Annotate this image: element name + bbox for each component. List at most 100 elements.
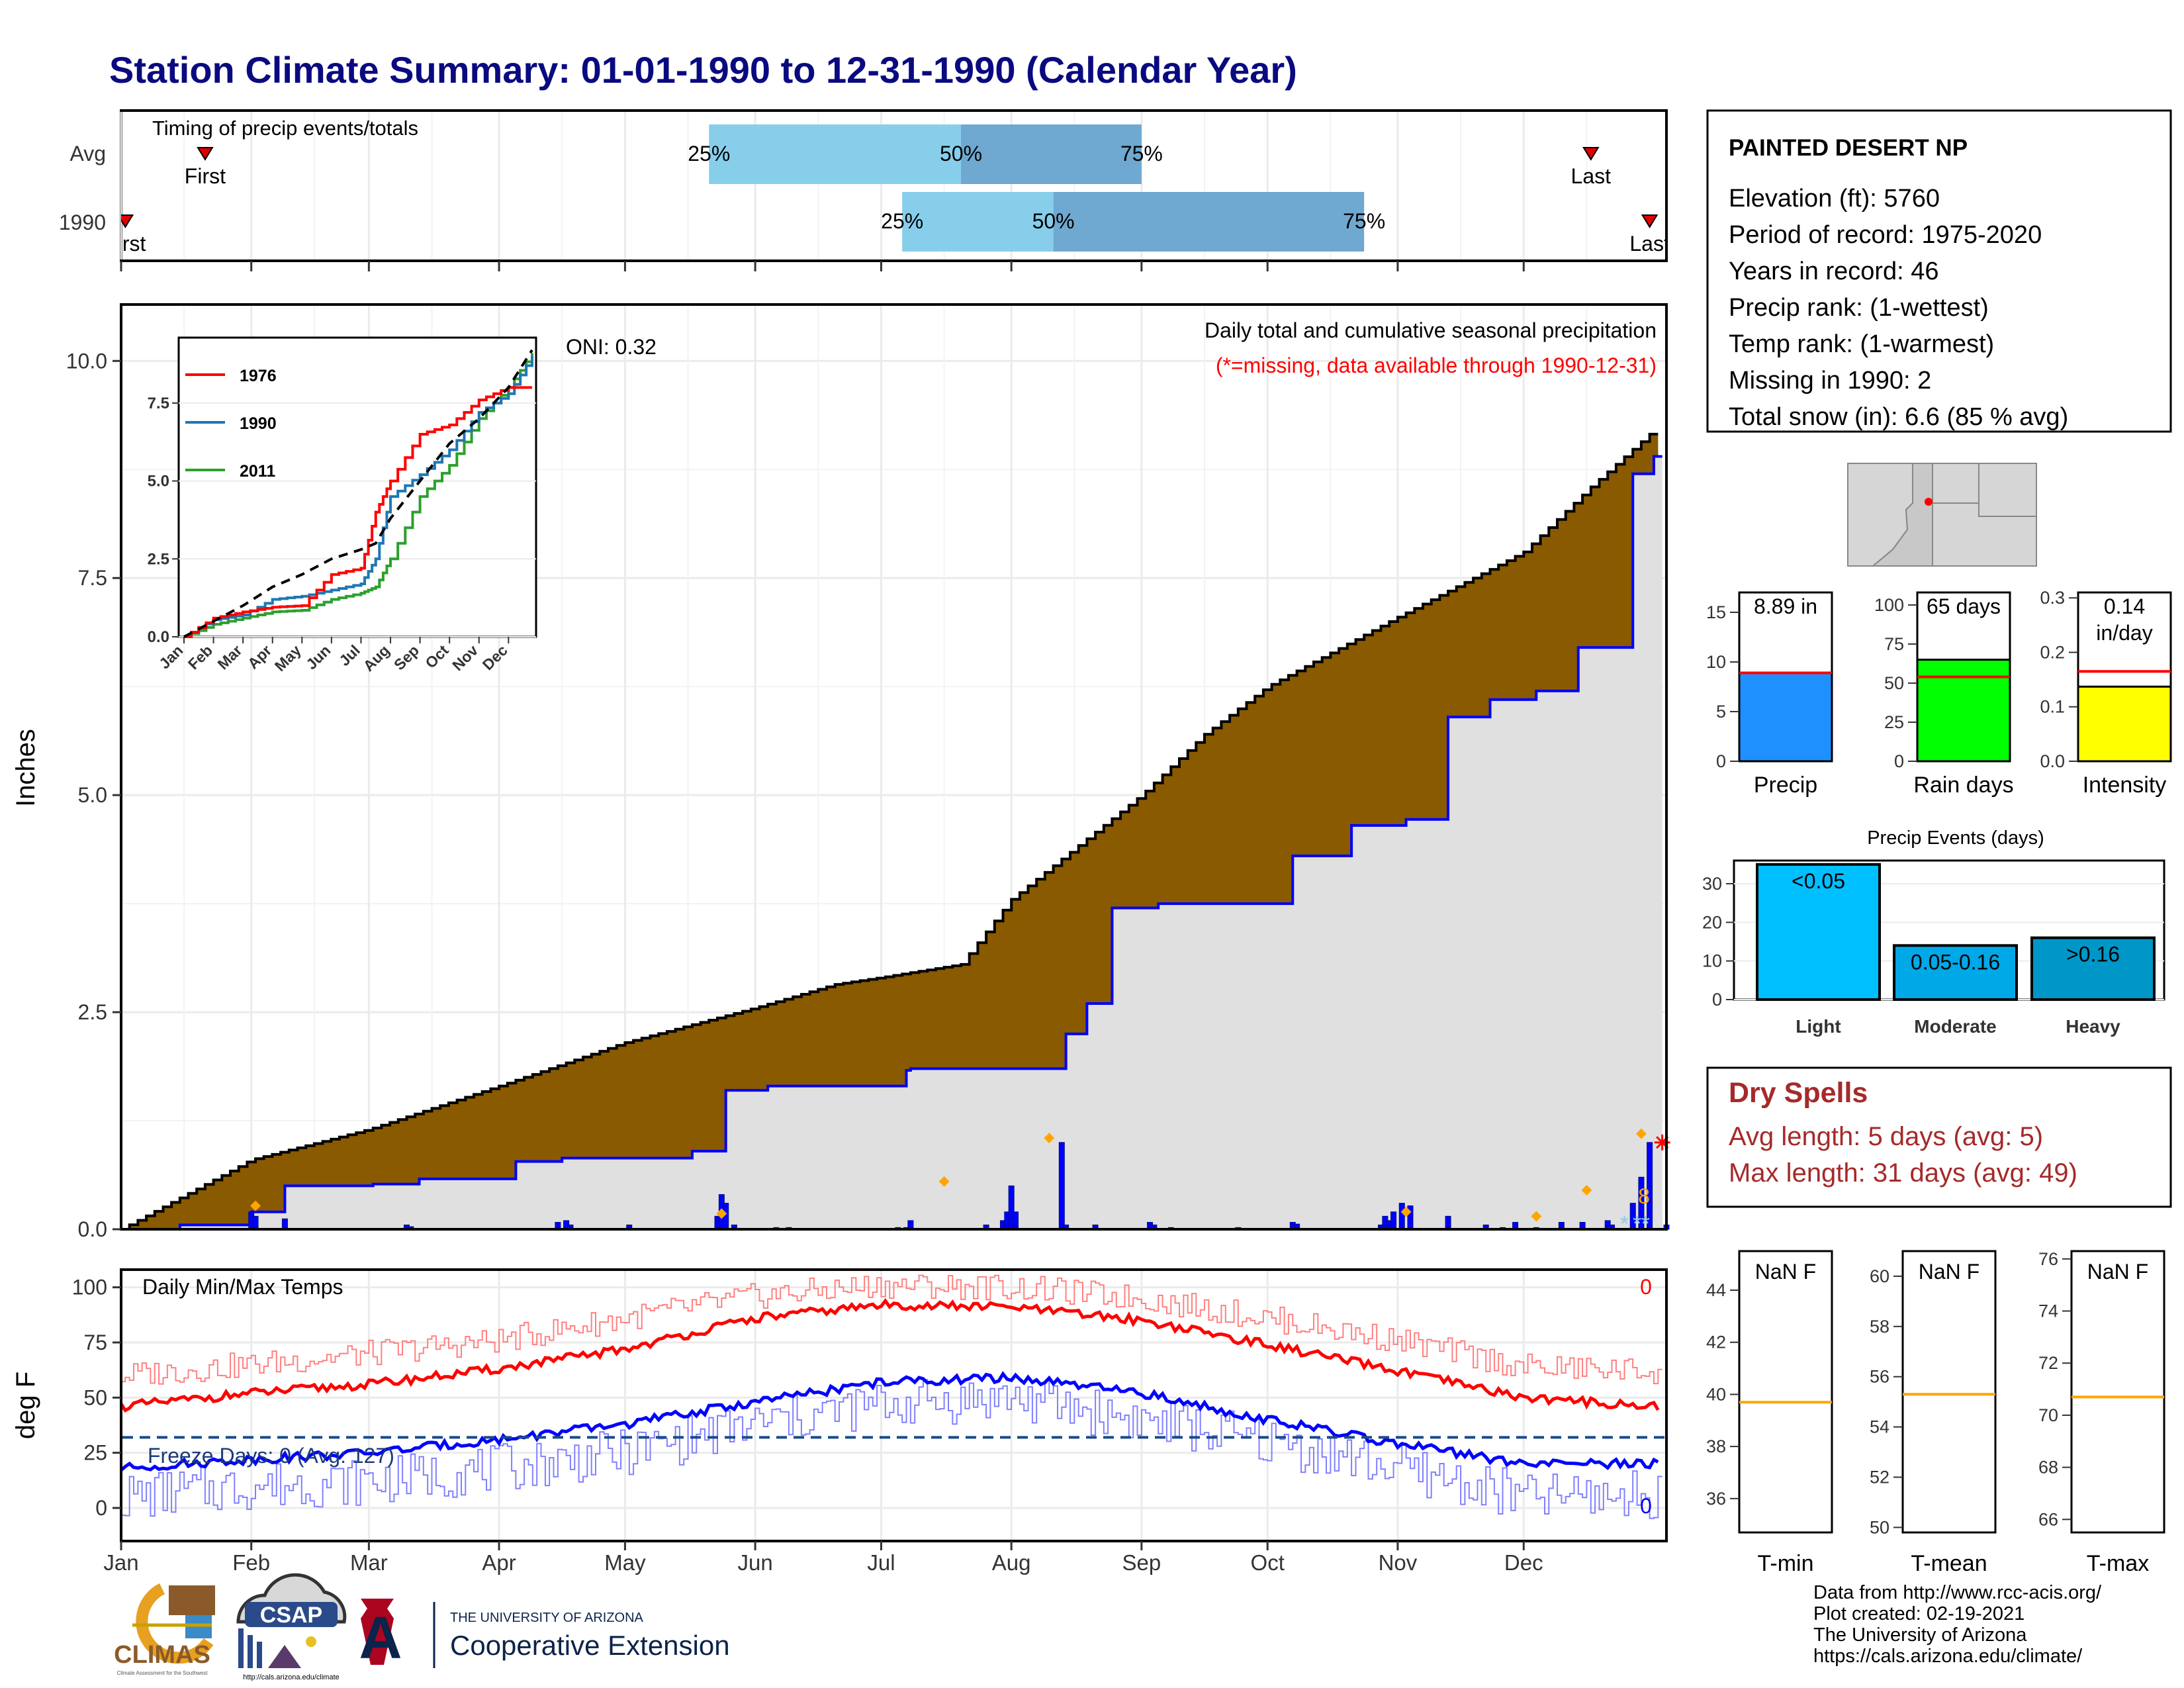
events-tick-label: 30	[1702, 874, 1722, 894]
mini-bar-rain-days	[1916, 659, 2011, 763]
month-tick-label: Feb	[232, 1550, 270, 1575]
timing-last-marker	[1641, 214, 1659, 228]
obs-cumulative-line	[125, 455, 1662, 1231]
inset-legend-1990: 1990	[240, 414, 277, 433]
temp-box-value: NaN F	[2087, 1260, 2148, 1284]
mini-bar-tick-label: 0.1	[2040, 697, 2065, 717]
mini-bar-tick-label: 75	[1884, 634, 1904, 654]
temp-box-frame	[1738, 1250, 1833, 1534]
events-bar-heavy	[2030, 936, 2156, 1001]
precip-missing-note: (*=missing, data available through 1990-…	[1216, 353, 1657, 377]
timing-row-year-label: 1990	[59, 211, 106, 234]
timing-panel: 25% 50% 75% First Last 25% 50% 75% First Last Tim…	[59, 109, 1670, 271]
freeze-days-label: Freeze Days: 0 (Avg: 127)	[148, 1444, 394, 1468]
mini-bar-label: Intensity	[2083, 773, 2167, 798]
inset-y-tick-label: 0.0	[148, 628, 169, 646]
mini-bar-value-unit: in/day	[2096, 621, 2152, 645]
csap-logo: CSAP http://cals.arizona.edu/climate	[236, 1573, 347, 1681]
precip-event-marks: * * *	[250, 1128, 1670, 1237]
daily-precip-bar	[252, 1215, 259, 1230]
credit-line-2: Plot created: 02-19-2021	[1813, 1603, 2025, 1624]
temp-box-tick-label: 60	[1870, 1266, 1889, 1286]
snow-mark: *	[1641, 1211, 1650, 1237]
timing-q75-label: 75%	[1343, 209, 1385, 233]
temp-box-tick-label: 52	[1870, 1468, 1889, 1487]
events-bar-label: Light	[1796, 1016, 1841, 1037]
location-map	[1847, 463, 2037, 567]
month-axis: Jan Feb Mar Apr May Jun Jul Aug Sep Oct Nov Dec	[103, 1541, 1543, 1575]
precip-y-tick-label: 0.0	[78, 1217, 107, 1241]
obs-cumulative-area	[121, 456, 1662, 1230]
dry-spells-box: Dry Spells Avg length: 5 days (avg: 5) M…	[1706, 1066, 2172, 1208]
temp-y-tick-label: 75	[83, 1331, 107, 1354]
mini-bar-value: 8.89 in	[1754, 594, 1817, 618]
precip-areas	[121, 432, 1662, 1231]
mini-bar-label: Precip	[1754, 773, 1817, 798]
inset-y-tick-label: 5.0	[148, 473, 169, 491]
events-tick-label: 10	[1702, 951, 1722, 971]
month-tick-label: Jan	[103, 1550, 138, 1575]
timing-first-label: First	[185, 164, 226, 188]
timing-bar-q50-q75	[1053, 192, 1365, 252]
mini-bar-tick-label: 0	[1716, 751, 1726, 771]
mini-bar-tick-label: 15	[1706, 602, 1726, 622]
month-tick-label: Jun	[738, 1550, 773, 1575]
mini-bar-value: 65 days	[1927, 594, 2001, 618]
temp-box-tick-label: 54	[1870, 1417, 1889, 1437]
temp-y-tick-label: 0	[95, 1496, 107, 1520]
station-years: Years in record: 46	[1729, 258, 1939, 285]
credit-line-1: Data from http://www.rcc-acis.org/	[1813, 1582, 2102, 1603]
temp-y-label: deg F	[11, 1372, 40, 1439]
temp-boxes: 36 38 40 42 44 NaN F T-min 50 52 54 56 58 60 NaN F T-m…	[1706, 1249, 2165, 1576]
temp-box-tick-label: 36	[1706, 1489, 1726, 1509]
timing-last-label: Last	[1571, 164, 1612, 188]
precip-y-label: Inches	[11, 729, 40, 807]
temp-box-tick-label: 76	[2038, 1249, 2058, 1269]
mini-bar-tick-label: 0	[1894, 751, 1904, 771]
inset-y-tick-label: 2.5	[148, 550, 169, 568]
temp-box-value: NaN F	[1919, 1260, 1979, 1284]
month-tick-label: Nov	[1379, 1550, 1418, 1575]
event-diamond	[250, 1200, 261, 1211]
station-location-dot	[1925, 498, 1933, 506]
daily-precip-bar	[1058, 1142, 1065, 1230]
month-tick-label: Sep	[1122, 1550, 1161, 1575]
temp-y-tick-label: 100	[72, 1276, 107, 1299]
temp-box-tick-label: 56	[1870, 1367, 1889, 1387]
precip-y-tick-label: 10.0	[66, 349, 107, 373]
timing-last-label: Last	[1629, 232, 1670, 256]
event-diamond	[1044, 1133, 1055, 1144]
csap-text: CSAP	[260, 1603, 322, 1628]
timing-last-marker	[1582, 147, 1600, 161]
event-diamond	[1581, 1184, 1592, 1196]
precip-y-tick-label: 5.0	[78, 783, 107, 807]
station-temp-rank: Temp rank: (1-warmest)	[1729, 330, 1994, 358]
timing-bar-q25-q50	[709, 124, 962, 184]
temp-box-tick-label: 68	[2038, 1458, 2058, 1477]
station-missing: Missing in 1990: 2	[1729, 367, 1931, 395]
temp-box-frame	[2070, 1250, 2165, 1534]
ua-top-text: THE UNIVERSITY OF ARIZONA	[450, 1611, 644, 1625]
events-bar-label: Heavy	[2066, 1016, 2120, 1037]
mini-bar-charts: 0 5 10 15 8.89 in Precip 0 25 50 75 100 65 days Rain…	[1706, 588, 2172, 798]
obs-max-temp-line	[121, 1274, 1662, 1385]
timing-bars: 25% 50% 75% First Last 25% 50% 75% First Last	[121, 124, 1670, 256]
timing-q75-label: 75%	[1120, 142, 1163, 165]
temp-label: Daily Min/Max Temps	[142, 1275, 343, 1299]
inset-legend-2011: 2011	[240, 462, 275, 481]
station-info-box: PAINTED DESERT NP Elevation (ft): 5760 P…	[1706, 109, 2172, 433]
month-tick-label: May	[604, 1550, 646, 1575]
credit-line-4: https://cals.arizona.edu/climate/	[1813, 1646, 2083, 1667]
mini-bar-value: 0.14	[2104, 594, 2145, 618]
temp-box-label: T-min	[1758, 1551, 1814, 1576]
avg-max-temp-line	[119, 1297, 1660, 1413]
inset-line-2011	[184, 353, 533, 638]
csap-url: http://cals.arizona.edu/climate	[243, 1673, 340, 1681]
timing-label: Timing of precip events/totals	[152, 117, 418, 140]
timing-q50-label: 50%	[940, 142, 982, 165]
events-tick-label: 0	[1712, 990, 1722, 1009]
temp-min-count: 0	[1640, 1494, 1652, 1518]
dry-spells-avg: Avg length: 5 days (avg: 5)	[1729, 1122, 2043, 1151]
events-bar-value: >0.16	[2066, 943, 2120, 966]
event-diamond	[1635, 1128, 1647, 1139]
